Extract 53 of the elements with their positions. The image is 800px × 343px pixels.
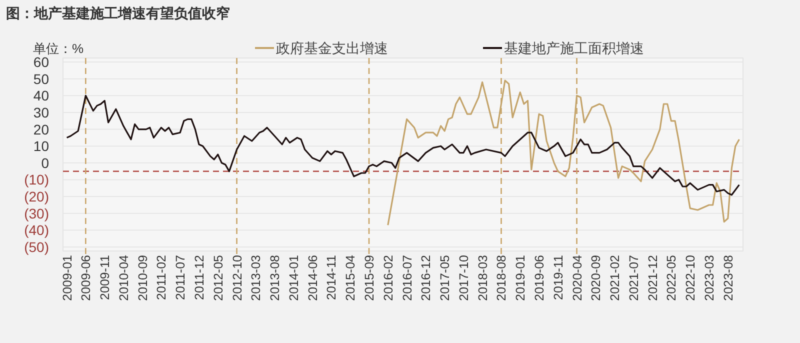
x-tick-label: 2019-06	[532, 254, 546, 301]
y-tick-label: (30)	[24, 205, 49, 222]
x-tick-label: 2023-03	[702, 254, 716, 301]
x-tick-label: 2014-01	[286, 254, 301, 301]
x-tick-label: 2017-10	[456, 254, 471, 301]
x-tick-label: 2011-07	[174, 254, 188, 300]
y-tick-label: (10)	[24, 172, 49, 188]
y-tick-label: 20	[33, 121, 50, 138]
x-tick-label: 2016-07	[400, 254, 414, 301]
x-tick-label: 2009-06	[79, 254, 94, 301]
x-tick-label: 2009-01	[60, 254, 74, 301]
x-tick-label: 2012-05	[211, 254, 226, 301]
y-tick-label: (50)	[24, 239, 49, 255]
x-tick-label: 2015-04	[344, 254, 358, 301]
x-tick-label: 2020-09	[589, 254, 604, 301]
legend-label: 政府基金支出增速	[276, 41, 388, 57]
y-axis-title: 单位：%	[33, 41, 84, 56]
x-tick-label: 2013-03	[249, 254, 264, 301]
x-tick-label: 2023-08	[721, 254, 736, 301]
x-tick-label: 2014-11	[324, 254, 339, 300]
y-tick-label: (40)	[24, 222, 49, 238]
x-tick-label: 2017-05	[438, 254, 452, 301]
x-tick-label: 2018-08	[494, 254, 509, 301]
x-tick-label: 2012-10	[230, 254, 244, 301]
x-tick-label: 2013-08	[268, 254, 282, 301]
y-tick-label: (20)	[24, 188, 49, 205]
legend-label: 基建地产施工面积增速	[504, 41, 644, 57]
x-tick-label: 2022-05	[664, 254, 679, 301]
x-tick-label: 2022-10	[684, 254, 698, 301]
chart-title: 图：地产基建施工增速有望负值收窄	[6, 5, 230, 21]
y-tick-label: 10	[33, 138, 50, 154]
y-tick-label: 40	[33, 88, 50, 104]
x-tick-label: 2015-09	[362, 254, 376, 301]
y-tick-label: 0	[41, 154, 50, 171]
x-tick-label: 2010-09	[136, 254, 150, 301]
x-tick-label: 2016-02	[381, 254, 396, 301]
x-tick-label: 2014-06	[306, 254, 320, 301]
x-tick-label: 2021-07	[626, 254, 641, 301]
x-tick-label: 2020-04	[570, 254, 584, 301]
x-tick-label: 2016-12	[419, 254, 434, 301]
x-tick-label: 2021-02	[608, 254, 622, 301]
x-tick-label: 2009-11	[98, 254, 112, 300]
x-tick-label: 2019-01	[514, 254, 528, 301]
x-tick-label: 2021-12	[646, 254, 660, 301]
line-series	[66, 94, 740, 196]
x-tick-label: 2019-11	[551, 254, 566, 300]
x-tick-label: 2018-03	[476, 254, 490, 301]
x-tick-label: 2010-04	[116, 254, 131, 301]
y-tick-label: 60	[33, 54, 50, 70]
y-tick-label: 50	[33, 70, 50, 87]
y-tick-label: 30	[33, 104, 50, 120]
x-tick-label: 2011-02	[154, 254, 169, 300]
x-tick-label: 2011-12	[192, 254, 206, 300]
